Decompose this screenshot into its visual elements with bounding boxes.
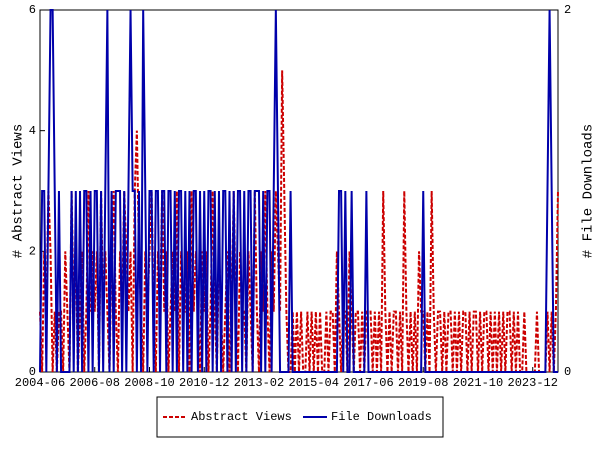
y-tick-label: 6: [29, 3, 36, 17]
x-tick-label: 2010-12: [179, 376, 229, 390]
x-tick-label: 2021-10: [453, 376, 503, 390]
x-tick-label: 2004-06: [15, 376, 65, 390]
legend-label: File Downloads: [331, 410, 432, 424]
x-tick-label: 2019-08: [398, 376, 448, 390]
y-tick-label: 0: [29, 365, 36, 379]
legend-label: Abstract Views: [191, 410, 292, 424]
y-axis-title: # Abstract Views: [11, 124, 27, 258]
series-line: [39, 9, 558, 373]
y2-axis-title: # File Downloads: [581, 124, 597, 258]
y2-tick-label: 0: [564, 365, 571, 379]
y-tick-label: 4: [29, 124, 36, 138]
x-tick-label: 2023-12: [508, 376, 558, 390]
x-tick-label: 2008-10: [124, 376, 174, 390]
x-tick-label: 2017-06: [343, 376, 393, 390]
x-tick-label: 2013-02: [234, 376, 284, 390]
x-tick-label: 2015-04: [289, 376, 339, 390]
y-tick-label: 2: [29, 245, 36, 259]
x-tick-label: 2006-08: [70, 376, 120, 390]
legend-box: [156, 396, 444, 438]
y2-tick-label: 2: [564, 3, 571, 17]
